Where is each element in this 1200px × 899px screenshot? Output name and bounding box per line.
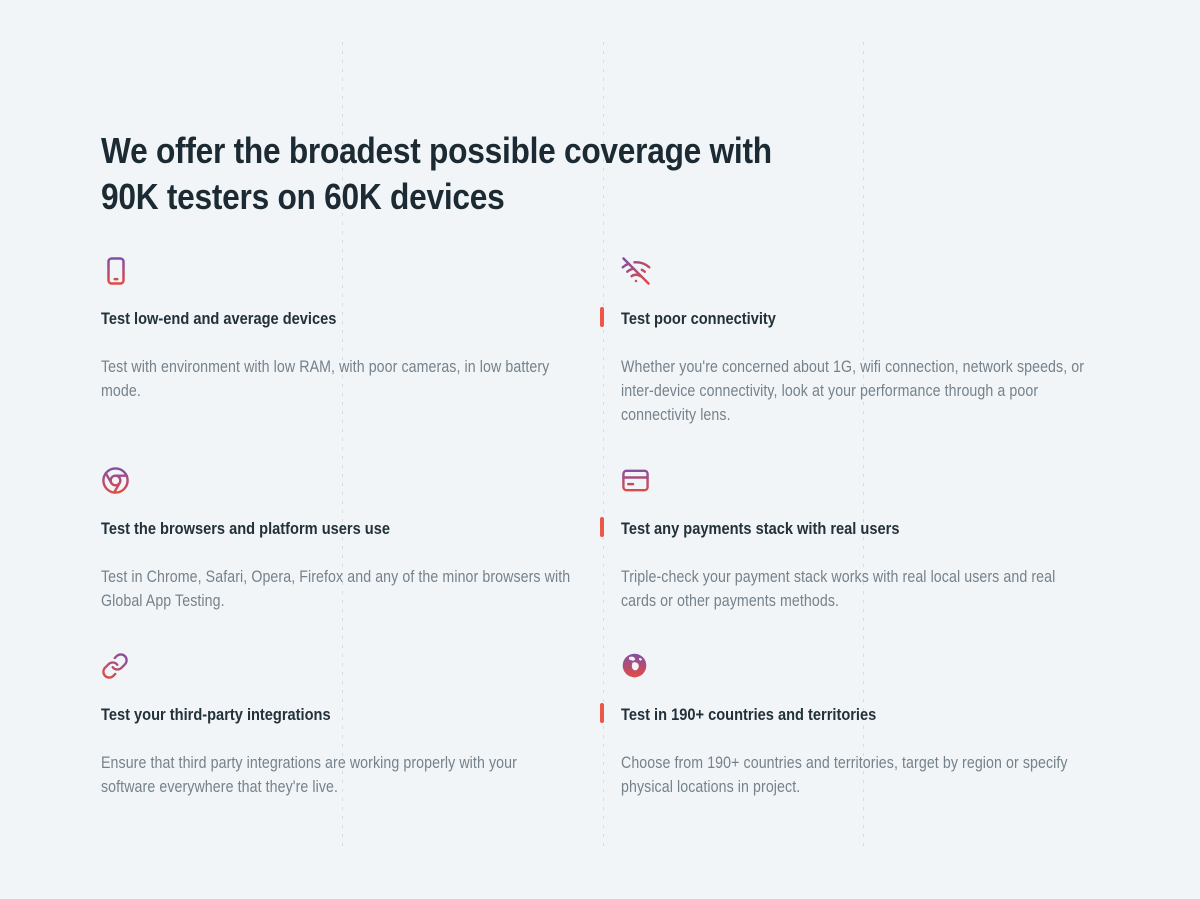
smartphone-icon bbox=[101, 256, 574, 288]
credit-card-icon bbox=[621, 466, 1094, 498]
feature-title: Test your third-party integrations bbox=[101, 705, 331, 724]
feature-description: Triple-check your payment stack works wi… bbox=[621, 568, 1056, 610]
column-guide-line bbox=[603, 42, 604, 852]
feature-description: Test in Chrome, Safari, Opera, Firefox a… bbox=[101, 568, 571, 610]
feature-card-low-end-devices: Test low-end and average devices Test wi… bbox=[101, 256, 574, 427]
link-icon bbox=[101, 652, 574, 684]
feature-title: Test in 190+ countries and territories bbox=[621, 705, 877, 724]
section-heading: We offer the broadest possible coverage … bbox=[101, 128, 1094, 220]
accent-tick bbox=[600, 517, 604, 537]
feature-card-payments: Test any payments stack with real users … bbox=[600, 466, 1094, 613]
feature-title: Test any payments stack with real users bbox=[621, 519, 900, 538]
heading-line-2: 90K testers on 60K devices bbox=[101, 176, 505, 217]
feature-title: Test the browsers and platform users use bbox=[101, 519, 390, 538]
feature-description: Whether you're concerned about 1G, wifi … bbox=[621, 358, 1085, 424]
feature-title: Test low-end and average devices bbox=[101, 309, 337, 328]
feature-title: Test poor connectivity bbox=[621, 309, 776, 328]
feature-card-browsers: Test the browsers and platform users use… bbox=[101, 466, 574, 613]
heading-line-1: We offer the broadest possible coverage … bbox=[101, 130, 772, 171]
section-content: We offer the broadest possible coverage … bbox=[101, 128, 1094, 799]
wifi-off-icon bbox=[621, 256, 1094, 288]
feature-description: Ensure that third party integrations are… bbox=[101, 754, 517, 796]
globe-icon bbox=[621, 652, 1094, 684]
feature-description: Choose from 190+ countries and territori… bbox=[621, 754, 1068, 796]
column-guide-line bbox=[863, 42, 864, 852]
feature-description: Test with environment with low RAM, with… bbox=[101, 358, 550, 400]
column-guide-line bbox=[342, 42, 343, 852]
feature-grid: Test low-end and average devices Test wi… bbox=[101, 256, 1094, 799]
feature-card-countries: Test in 190+ countries and territories C… bbox=[600, 652, 1094, 799]
feature-card-poor-connectivity: Test poor connectivity Whether you're co… bbox=[600, 256, 1094, 427]
accent-tick bbox=[600, 703, 604, 723]
chrome-browser-icon bbox=[101, 466, 574, 498]
feature-card-integrations: Test your third-party integrations Ensur… bbox=[101, 652, 574, 799]
accent-tick bbox=[600, 307, 604, 327]
